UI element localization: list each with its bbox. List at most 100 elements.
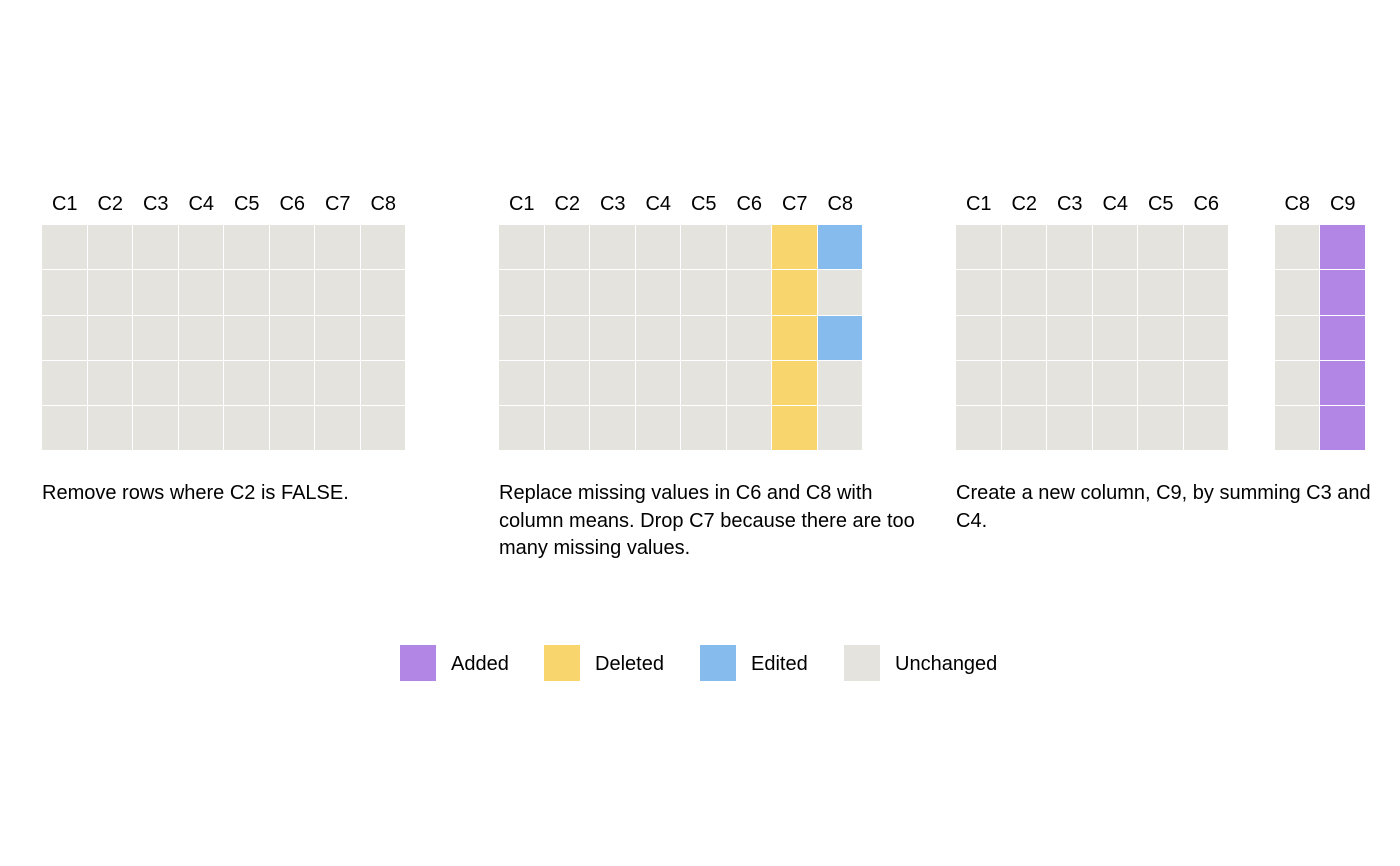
cell-unchanged	[499, 225, 544, 270]
cell-unchanged	[269, 406, 314, 451]
cell-unchanged	[726, 315, 771, 360]
column-header: C7	[781, 193, 808, 215]
cell-unchanged	[42, 270, 87, 315]
cell-unchanged	[315, 360, 360, 406]
legend-label: Deleted	[595, 653, 664, 675]
cell-unchanged	[87, 225, 132, 270]
cell-unchanged	[1092, 270, 1137, 315]
column-header: C6	[279, 193, 306, 215]
cell-unchanged	[635, 315, 680, 360]
cell-unchanged	[133, 360, 178, 406]
cell-unchanged	[1001, 360, 1046, 406]
column-header: C8	[370, 193, 397, 215]
cell-unchanged	[635, 360, 680, 406]
column-header: C4	[645, 193, 672, 215]
cell-unchanged	[1274, 225, 1319, 270]
legend-swatch	[544, 645, 580, 681]
cell-unchanged	[178, 270, 223, 315]
column-header: C2	[554, 193, 581, 215]
cell-unchanged	[635, 406, 680, 451]
cell-unchanged	[178, 360, 223, 406]
cell-added	[1320, 406, 1365, 451]
cell-unchanged	[1183, 360, 1228, 406]
cell-unchanged	[1092, 225, 1137, 270]
cell-unchanged	[1047, 315, 1092, 360]
cell-unchanged	[224, 225, 269, 270]
cell-unchanged	[133, 225, 178, 270]
cell-unchanged	[87, 315, 132, 360]
cell-unchanged	[1138, 406, 1183, 451]
cell-unchanged	[726, 406, 771, 451]
column-header: C3	[599, 193, 626, 215]
cell-unchanged	[817, 406, 862, 451]
panel-description: Create a new column, C9, by summing C3 a…	[956, 482, 1371, 532]
panel-description: Remove rows where C2 is FALSE.	[42, 482, 349, 504]
cell-unchanged	[590, 406, 635, 451]
cell-unchanged	[1047, 360, 1092, 406]
cell-unchanged	[1001, 406, 1046, 451]
cell-unchanged	[87, 360, 132, 406]
cell-unchanged	[590, 315, 635, 360]
cell-unchanged	[315, 406, 360, 451]
cell-unchanged	[681, 315, 726, 360]
cell-unchanged	[269, 270, 314, 315]
cell-unchanged	[87, 270, 132, 315]
cell-unchanged	[269, 315, 314, 360]
cell-unchanged	[360, 315, 405, 360]
legend-label: Edited	[751, 653, 808, 675]
cell-unchanged	[544, 360, 589, 406]
column-header: C2	[1011, 193, 1038, 215]
column-header: C1	[508, 193, 535, 215]
cell-unchanged	[681, 270, 726, 315]
column-header: C5	[1147, 193, 1174, 215]
legend-swatch	[844, 645, 880, 681]
column-header: C5	[233, 193, 260, 215]
cell-unchanged	[499, 360, 544, 406]
cell-unchanged	[635, 225, 680, 270]
cell-unchanged	[544, 225, 589, 270]
cell-unchanged	[315, 315, 360, 360]
cell-unchanged	[1047, 225, 1092, 270]
legend: Added Deleted Edited Unchanged	[0, 645, 1400, 683]
column-header: C8	[1284, 193, 1311, 215]
cell-unchanged	[1092, 360, 1137, 406]
cell-unchanged	[1274, 406, 1319, 451]
cell-unchanged	[315, 225, 360, 270]
cell-unchanged	[590, 225, 635, 270]
cell-deleted	[772, 360, 817, 406]
cell-unchanged	[817, 270, 862, 315]
column-header: C7	[324, 193, 351, 215]
cell-unchanged	[1138, 315, 1183, 360]
cell-unchanged	[1047, 270, 1092, 315]
column-header: C3	[1056, 193, 1083, 215]
cell-unchanged	[360, 406, 405, 451]
cell-unchanged	[1274, 360, 1319, 406]
cell-unchanged	[1183, 406, 1228, 451]
cell-unchanged	[224, 360, 269, 406]
column-header: C2	[97, 193, 124, 215]
cell-unchanged	[681, 360, 726, 406]
cell-unchanged	[178, 225, 223, 270]
legend-label: Added	[451, 653, 509, 675]
cell-unchanged	[178, 315, 223, 360]
cell-unchanged	[544, 270, 589, 315]
cell-unchanged	[1138, 270, 1183, 315]
cell-unchanged	[956, 360, 1001, 406]
column-header: C9	[1329, 193, 1356, 215]
cell-unchanged	[1183, 315, 1228, 360]
cell-unchanged	[315, 270, 360, 315]
cell-unchanged	[42, 315, 87, 360]
column-header: C1	[51, 193, 78, 215]
cell-unchanged	[1138, 225, 1183, 270]
cell-added	[1320, 315, 1365, 360]
cell-unchanged	[590, 270, 635, 315]
cell-unchanged	[817, 360, 862, 406]
column-header: C5	[690, 193, 717, 215]
cell-unchanged	[726, 270, 771, 315]
legend-swatch	[700, 645, 736, 681]
column-header: C3	[142, 193, 169, 215]
cell-unchanged	[224, 270, 269, 315]
column-header: C8	[827, 193, 854, 215]
cell-edited	[817, 225, 862, 270]
cell-unchanged	[1274, 270, 1319, 315]
